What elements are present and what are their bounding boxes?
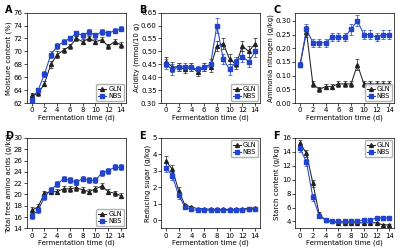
Legend: GLN, NBS: GLN, NBS [365,84,392,101]
Text: C: C [273,5,280,15]
Legend: GLN, NBS: GLN, NBS [96,84,124,101]
Y-axis label: Moisture content (%): Moisture content (%) [6,21,12,95]
Text: E: E [139,131,146,141]
Y-axis label: Reducing sugar (g/kg): Reducing sugar (g/kg) [144,145,151,222]
X-axis label: Fermentation time (d): Fermentation time (d) [306,240,383,246]
Legend: GLN, NBS: GLN, NBS [231,140,258,157]
Y-axis label: Starch content (g/kg): Starch content (g/kg) [274,146,280,220]
Legend: GLN, NBS: GLN, NBS [365,140,392,157]
Y-axis label: Ammonia nitrogen (g/kg): Ammonia nitrogen (g/kg) [267,14,274,102]
Text: D: D [5,131,13,141]
Legend: GLN, NBS: GLN, NBS [231,84,258,101]
Y-axis label: Acidity (mmol/10 g): Acidity (mmol/10 g) [133,23,140,92]
Text: B: B [139,5,146,15]
Legend: GLN, NBS: GLN, NBS [96,209,124,226]
X-axis label: Fermentation time (d): Fermentation time (d) [172,240,249,246]
X-axis label: Fermentation time (d): Fermentation time (d) [306,115,383,121]
Text: F: F [273,131,280,141]
Y-axis label: Total free amino acids (g/kg): Total free amino acids (g/kg) [6,133,12,233]
X-axis label: Fermentation time (d): Fermentation time (d) [38,240,115,246]
Text: A: A [5,5,12,15]
X-axis label: Fermentation time (d): Fermentation time (d) [38,115,115,121]
X-axis label: Fermentation time (d): Fermentation time (d) [172,115,249,121]
